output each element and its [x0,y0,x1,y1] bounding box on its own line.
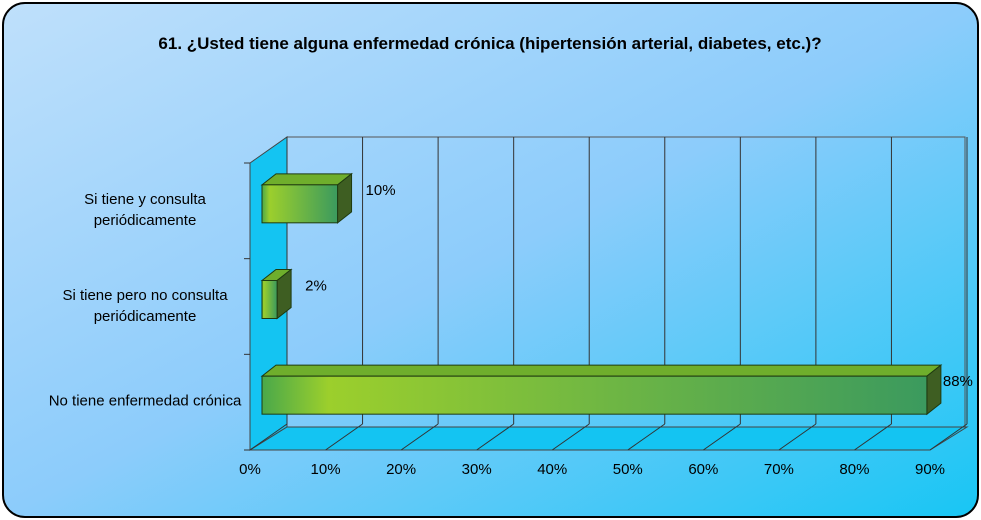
y-tick-label: Si tiene y consulta periódicamente [84,190,206,229]
floor-line [854,423,892,451]
value-label: 88% [943,373,973,390]
floor-line [249,423,288,451]
bar [261,280,278,319]
x-tick-label: 10% [311,461,341,478]
y-tick-label: No tiene enfermedad crónica [48,392,242,410]
floor-line [400,423,439,451]
bar [261,375,928,415]
floor-line [627,423,666,451]
x-tick-label: 30% [462,461,492,478]
bar-top [260,364,943,377]
y-tick-label: Si tiene pero no consulta periódicamente [62,286,228,325]
x-tick-label: 50% [613,461,643,478]
floor-line [551,423,590,451]
floor-line [703,423,741,451]
x-tick-label: 70% [764,461,794,478]
floor-line [929,423,968,451]
bar [261,184,339,224]
bar-top [260,173,354,186]
x-tick-label: 40% [537,461,567,478]
x-tick-label: 20% [386,461,416,478]
floor-line [778,423,817,451]
x-tick-label: 60% [688,461,718,478]
floor-line [476,423,514,451]
x-tick-label: 0% [239,461,261,478]
chart-title: 61. ¿Usted tiene alguna enfermedad cróni… [158,34,822,53]
x-tick-label: 80% [839,461,869,478]
floor-line [325,423,363,451]
value-label: 10% [366,182,396,199]
x-tick-label: 90% [915,461,945,478]
value-label: 2% [305,277,327,294]
